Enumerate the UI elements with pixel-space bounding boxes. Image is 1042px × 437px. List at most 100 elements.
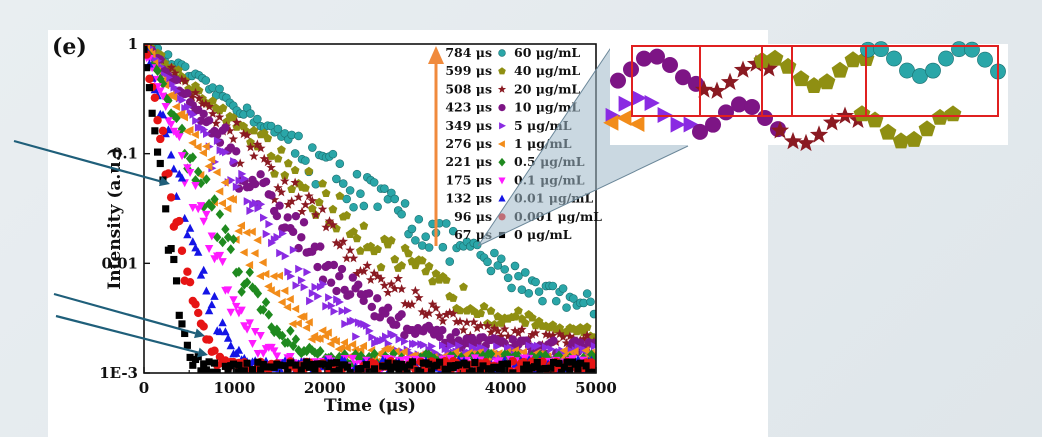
data-point	[196, 270, 206, 279]
data-point	[476, 366, 484, 373]
inset-point	[636, 50, 652, 67]
data-point	[306, 296, 315, 306]
data-point	[156, 87, 165, 96]
data-point	[482, 321, 493, 331]
data-point	[441, 275, 451, 284]
data-point	[273, 154, 283, 163]
inset-point	[792, 70, 810, 87]
data-point	[194, 247, 203, 256]
data-point	[242, 228, 251, 237]
data-point	[185, 223, 195, 232]
data-point	[424, 349, 433, 360]
data-point	[307, 204, 317, 213]
data-point	[342, 343, 351, 353]
data-point	[335, 297, 344, 307]
data-point	[245, 267, 254, 278]
data-point	[183, 230, 192, 239]
data-point	[314, 292, 323, 301]
data-point	[245, 319, 254, 328]
data-point	[326, 339, 335, 349]
data-point	[586, 297, 595, 307]
data-point	[431, 303, 441, 313]
data-point	[476, 308, 485, 318]
inset-point	[744, 98, 760, 115]
data-point	[201, 76, 211, 85]
data-point	[345, 290, 355, 299]
data-point	[232, 368, 240, 373]
data-point	[281, 362, 289, 370]
data-point	[486, 266, 496, 276]
data-point	[434, 310, 445, 320]
data-point	[356, 246, 365, 255]
data-point	[365, 274, 376, 284]
inset-point	[770, 121, 790, 139]
data-point	[311, 365, 319, 373]
data-point	[421, 232, 430, 241]
data-point	[438, 326, 447, 335]
data-point	[517, 324, 527, 334]
data-point	[273, 182, 283, 192]
data-point	[253, 288, 263, 299]
pointer-arrows	[13, 139, 208, 358]
data-point	[414, 214, 424, 224]
data-point	[362, 260, 373, 270]
data-point	[164, 169, 173, 178]
pointer-arrow-head	[159, 176, 170, 187]
data-point	[500, 339, 509, 348]
data-point	[493, 326, 503, 336]
inset-point	[844, 51, 862, 68]
data-point	[514, 271, 523, 281]
data-point	[307, 195, 318, 205]
data-point	[519, 347, 527, 357]
data-point	[242, 277, 252, 288]
data-point	[562, 303, 571, 312]
inset-point	[818, 73, 836, 90]
pointer-arrow-line	[13, 139, 161, 183]
data-point	[199, 265, 208, 274]
data-point	[486, 327, 496, 337]
data-point	[490, 248, 499, 258]
data-point	[285, 295, 294, 304]
data-point	[507, 283, 516, 293]
data-point	[247, 227, 256, 236]
legend-marker	[498, 49, 506, 57]
data-point	[379, 280, 390, 290]
data-point	[475, 320, 486, 330]
data-point	[242, 130, 252, 140]
legend-label: 0 μg/mL	[514, 227, 572, 242]
data-point	[479, 301, 489, 311]
data-point	[201, 142, 210, 151]
data-point	[166, 150, 176, 159]
data-point	[448, 293, 458, 302]
data-point	[265, 219, 274, 229]
data-point	[158, 110, 168, 119]
series-0-g-ml	[144, 45, 596, 373]
data-point	[325, 293, 333, 302]
data-point	[338, 306, 347, 316]
data-point	[326, 278, 336, 287]
data-point	[590, 342, 596, 351]
data-point	[566, 366, 574, 373]
legend-marker	[498, 140, 505, 148]
pointer-arrow-head	[194, 328, 205, 339]
data-point	[287, 272, 296, 281]
data-point	[542, 343, 550, 352]
data-point	[499, 324, 510, 334]
data-point	[397, 310, 406, 319]
data-point	[533, 341, 542, 351]
data-point	[204, 335, 214, 344]
data-point	[202, 366, 210, 373]
data-point	[534, 287, 544, 296]
data-point	[314, 197, 324, 207]
inset-point	[783, 131, 803, 150]
inset-point	[694, 80, 714, 98]
data-point	[503, 349, 512, 360]
data-point	[199, 148, 207, 157]
data-point	[448, 226, 458, 236]
data-point	[316, 346, 325, 357]
data-point	[259, 153, 269, 163]
data-point	[237, 221, 245, 230]
data-point	[501, 365, 509, 373]
data-point	[486, 348, 496, 359]
data-point	[223, 204, 232, 213]
